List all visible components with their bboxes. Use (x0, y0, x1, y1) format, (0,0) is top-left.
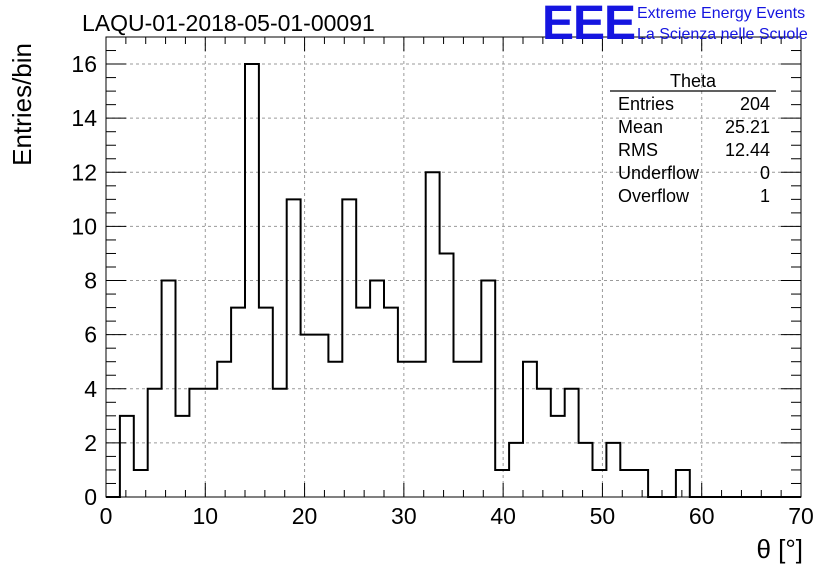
histogram-bin (495, 470, 509, 497)
histogram-bin (148, 389, 162, 497)
x-tick-label: 40 (490, 503, 516, 529)
histogram-bin (565, 389, 579, 497)
eee-logo-text: EEE (542, 0, 635, 50)
histogram-bin (120, 416, 134, 497)
histogram-bin (384, 308, 398, 497)
histogram-bin (342, 199, 356, 497)
grid-lines (106, 37, 801, 497)
histogram-bin (301, 335, 315, 497)
histogram-bin (606, 443, 620, 497)
x-tick-label: 30 (391, 503, 417, 529)
x-tick-labels: 0 10 20 30 40 50 60 70 (100, 503, 814, 529)
histogram-bin (370, 281, 384, 497)
x-tick-label: 20 (292, 503, 318, 529)
histogram-bin (676, 470, 690, 497)
histogram-bin (634, 470, 648, 497)
y-tick-label: 6 (84, 322, 97, 348)
histogram-bin (593, 470, 607, 497)
stats-row-label: Underflow (618, 163, 700, 183)
histogram-bin (426, 172, 440, 497)
histogram-bin (579, 443, 593, 497)
x-axis-label: θ [°] (756, 534, 803, 564)
eee-logo-line2: La Scienza nelle Scuole (637, 26, 808, 43)
histogram-bin (315, 335, 329, 497)
y-tick-label: 2 (84, 430, 97, 456)
histogram-bin (203, 389, 217, 497)
histogram-bin (398, 362, 412, 497)
histogram-bin (537, 389, 551, 497)
histogram-bin (454, 362, 468, 497)
y-axis-label: Entries/bin (7, 43, 37, 166)
histogram-bin (467, 362, 481, 497)
histogram-bin (551, 416, 565, 497)
histogram-bin (509, 443, 523, 497)
histogram-bin (440, 253, 454, 497)
y-tick-label: 0 (84, 484, 97, 510)
y-tick-label: 10 (71, 213, 97, 239)
stats-row-value: 0 (760, 163, 770, 183)
stats-row-value: 25.21 (725, 117, 770, 137)
x-tick-label: 0 (100, 503, 113, 529)
histogram-bin (259, 308, 273, 497)
stats-row-value: 204 (740, 94, 770, 114)
histogram-bin (356, 308, 370, 497)
y-tick-label: 8 (84, 268, 97, 294)
axis-ticks (105, 36, 802, 498)
histogram-bin (287, 199, 301, 497)
x-tick-label: 70 (788, 503, 814, 529)
histogram-bin (231, 308, 245, 497)
stats-row-value: 12.44 (725, 140, 770, 160)
histogram-bin (245, 64, 259, 497)
histogram-bin (523, 362, 537, 497)
histogram-bars (106, 63, 801, 498)
plot-frame (105, 36, 802, 498)
x-tick-label: 10 (192, 503, 218, 529)
eee-logo: EEE Extreme Energy Events La Scienza nel… (542, 0, 808, 50)
x-tick-label: 60 (689, 503, 715, 529)
y-tick-labels: 0 2 4 6 8 10 12 14 16 (71, 51, 97, 510)
histogram-outline (106, 63, 801, 498)
histogram-bin (481, 281, 495, 497)
stats-row-label: RMS (618, 140, 658, 160)
histogram-bin (176, 416, 190, 497)
stats-row-label: Mean (618, 117, 663, 137)
histogram-bin (273, 389, 287, 497)
y-tick-label: 14 (71, 105, 97, 131)
stats-title: Theta (670, 71, 717, 91)
x-tick-label: 50 (590, 503, 616, 529)
y-tick-label: 4 (84, 376, 97, 402)
stats-box: Theta Entries 204 Mean 25.21 RMS 12.44 Underfl… (610, 71, 776, 206)
histogram-bin (189, 389, 203, 497)
y-tick-label: 12 (71, 159, 97, 185)
histogram-bin (328, 362, 342, 497)
stats-row-value: 1 (760, 186, 770, 206)
y-tick-label: 16 (71, 51, 97, 77)
eee-logo-line1: Extreme Energy Events (637, 5, 805, 22)
stats-row-label: Overflow (618, 186, 690, 206)
chart-title: LAQU-01-2018-05-01-00091 (82, 10, 375, 36)
histogram-bin (217, 362, 231, 497)
histogram-bin (412, 362, 426, 497)
stats-row-label: Entries (618, 94, 674, 114)
histogram-bin (162, 281, 176, 497)
